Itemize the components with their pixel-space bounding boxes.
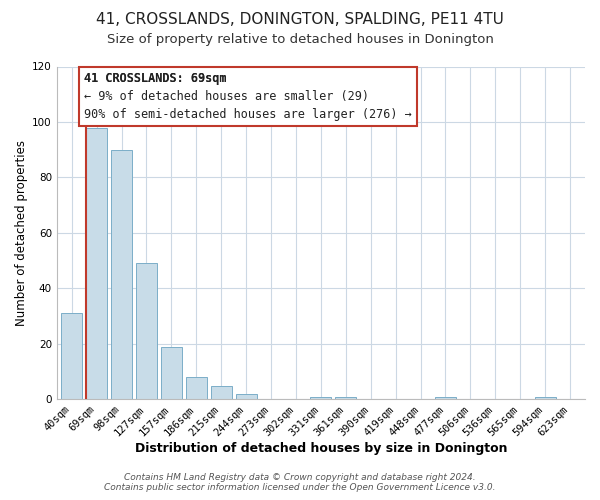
Bar	[211, 386, 232, 400]
Bar	[236, 394, 257, 400]
Bar	[161, 346, 182, 400]
Bar	[86, 128, 107, 400]
X-axis label: Distribution of detached houses by size in Donington: Distribution of detached houses by size …	[134, 442, 507, 455]
Y-axis label: Number of detached properties: Number of detached properties	[15, 140, 28, 326]
Bar	[136, 264, 157, 400]
Text: 41 CROSSLANDS: 69sqm
← 9% of detached houses are smaller (29)
90% of semi-detach: 41 CROSSLANDS: 69sqm ← 9% of detached ho…	[84, 72, 412, 121]
Bar	[435, 396, 456, 400]
Bar	[61, 314, 82, 400]
Text: Contains HM Land Registry data © Crown copyright and database right 2024.
Contai: Contains HM Land Registry data © Crown c…	[104, 473, 496, 492]
Bar	[535, 396, 556, 400]
Bar	[186, 377, 207, 400]
Bar	[111, 150, 132, 400]
Text: Size of property relative to detached houses in Donington: Size of property relative to detached ho…	[107, 32, 493, 46]
Text: 41, CROSSLANDS, DONINGTON, SPALDING, PE11 4TU: 41, CROSSLANDS, DONINGTON, SPALDING, PE1…	[96, 12, 504, 28]
Bar	[310, 396, 331, 400]
Bar	[335, 396, 356, 400]
Text: 41 CROSSLANDS: 69sqm: 41 CROSSLANDS: 69sqm	[84, 72, 227, 85]
